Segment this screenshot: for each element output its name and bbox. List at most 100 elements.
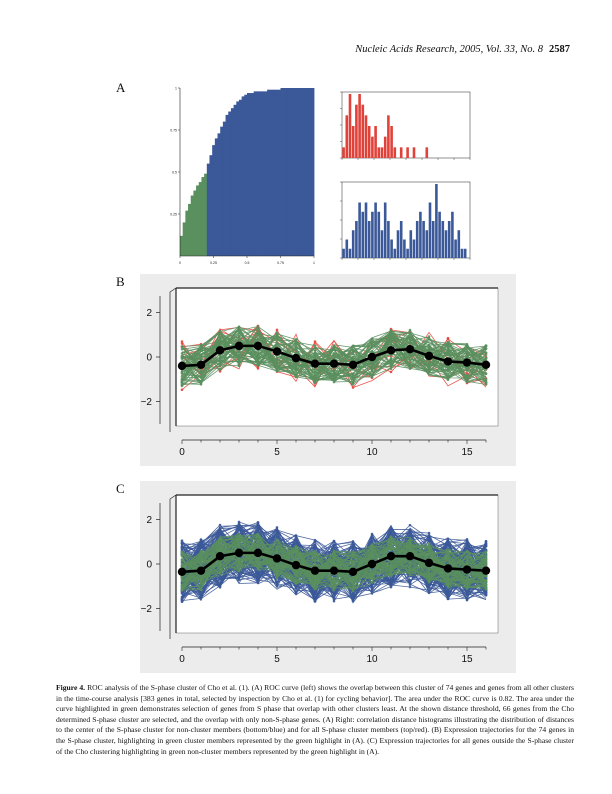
trajectory-point xyxy=(180,372,184,375)
hist-bar xyxy=(355,221,358,258)
trajectory-point xyxy=(294,338,298,341)
roc-x-tick-label: 0 xyxy=(179,261,181,265)
roc-x-tick-label: 0.75 xyxy=(277,261,284,265)
trajectory-point xyxy=(446,365,450,369)
hist-bar xyxy=(361,104,365,158)
trajectory-point xyxy=(370,547,374,551)
hist-bar xyxy=(358,202,361,258)
hist-bar xyxy=(374,126,377,158)
mean-trajectory-point xyxy=(177,361,187,371)
trajectory-point xyxy=(237,575,241,579)
trajectory-point xyxy=(389,537,393,541)
trajectory-point xyxy=(275,563,279,566)
trajectory-point xyxy=(256,535,260,539)
trajectory-point xyxy=(294,534,298,538)
mean-trajectory-point xyxy=(443,357,453,366)
trajectory-point xyxy=(237,520,241,524)
trajectory-point xyxy=(294,538,298,541)
hist-bar xyxy=(454,239,457,258)
roc-x-tick-label: 1 xyxy=(313,261,315,265)
traj-x-tick-label: 10 xyxy=(366,654,378,665)
roc-bar xyxy=(287,88,295,256)
roc-bar xyxy=(190,195,194,256)
hist-bar xyxy=(425,147,429,158)
roc-y-tick-label: 0.5 xyxy=(172,171,177,175)
mean-trajectory-point xyxy=(481,360,491,369)
trajectory-point xyxy=(351,552,355,556)
trajectory-point xyxy=(351,589,355,593)
mean-trajectory-point xyxy=(196,360,206,369)
trajectory-point xyxy=(370,340,374,343)
trajectory-point xyxy=(313,583,317,586)
trajectory-point xyxy=(237,354,241,357)
trajectory-point xyxy=(199,577,203,581)
mean-trajectory-point xyxy=(291,353,301,363)
trajectory-point xyxy=(446,597,450,600)
trajectory-point xyxy=(218,523,222,527)
trajectory-point xyxy=(427,347,431,351)
hist-bar xyxy=(457,230,461,258)
trajectory-point xyxy=(484,548,488,552)
trajectory-point xyxy=(199,354,203,358)
trajectory-point xyxy=(351,351,355,354)
roc-bar xyxy=(217,133,221,256)
roc-x-tick-label: 0.5 xyxy=(245,261,250,265)
trajectory-point xyxy=(389,584,393,587)
roc-bar xyxy=(307,88,315,256)
trajectory-line xyxy=(181,549,487,575)
trajectory-point xyxy=(370,575,374,579)
trajectory-point xyxy=(199,538,203,541)
trajectory-point xyxy=(218,368,222,371)
trajectory-point xyxy=(446,347,450,350)
trajectory-point xyxy=(427,586,431,589)
mean-trajectory-point xyxy=(386,346,396,355)
trajectory-point xyxy=(484,560,488,564)
trajectory-point xyxy=(294,573,298,576)
trajectory-point xyxy=(484,587,488,591)
trajectory-point xyxy=(275,535,279,538)
roc-bar xyxy=(201,177,205,256)
trajectory-point xyxy=(484,544,488,548)
panel-label-b: B xyxy=(116,274,125,289)
panel-label-c: C xyxy=(116,481,125,496)
trajectory-point xyxy=(313,370,317,374)
roc-bar xyxy=(238,99,243,256)
trajectory-point xyxy=(408,365,412,369)
hist-bar xyxy=(419,211,422,258)
roc-bar xyxy=(198,182,202,256)
mean-trajectory-point xyxy=(196,566,206,575)
hist-bar xyxy=(390,239,393,258)
trajectory-point xyxy=(275,545,279,549)
trajectory-point xyxy=(237,534,241,538)
trajectory-point xyxy=(180,585,184,589)
traj-frame-left xyxy=(169,287,177,432)
trajectory-point xyxy=(180,345,184,349)
trajectory-point xyxy=(256,356,260,359)
roc-bar xyxy=(300,88,308,256)
hist-background xyxy=(330,82,478,170)
hist-bar xyxy=(438,211,441,258)
trajectory-point xyxy=(370,585,374,588)
trajectory-point xyxy=(180,597,184,601)
mean-trajectory-point xyxy=(462,565,472,574)
trajectory-point xyxy=(370,544,374,548)
mean-trajectory-point xyxy=(329,359,339,368)
hist-bar xyxy=(387,115,390,158)
hist-bar xyxy=(371,211,374,258)
trajectory-point xyxy=(446,537,450,541)
hist-bar xyxy=(409,230,413,258)
roc-bar xyxy=(233,104,237,256)
trajectory-point xyxy=(180,539,184,542)
hist-bar xyxy=(451,211,454,258)
trajectory-point xyxy=(237,338,241,342)
trajectory-point xyxy=(465,581,469,585)
hist-bar xyxy=(403,239,406,258)
trajectory-point xyxy=(275,331,279,334)
trajectory-point xyxy=(256,573,260,576)
trajectory-point xyxy=(256,325,260,328)
trajectory-point xyxy=(180,595,184,599)
trajectory-point xyxy=(237,563,241,566)
trajectory-point xyxy=(446,582,450,585)
mean-trajectory-point xyxy=(424,351,434,361)
mean-trajectory-point xyxy=(177,567,187,576)
